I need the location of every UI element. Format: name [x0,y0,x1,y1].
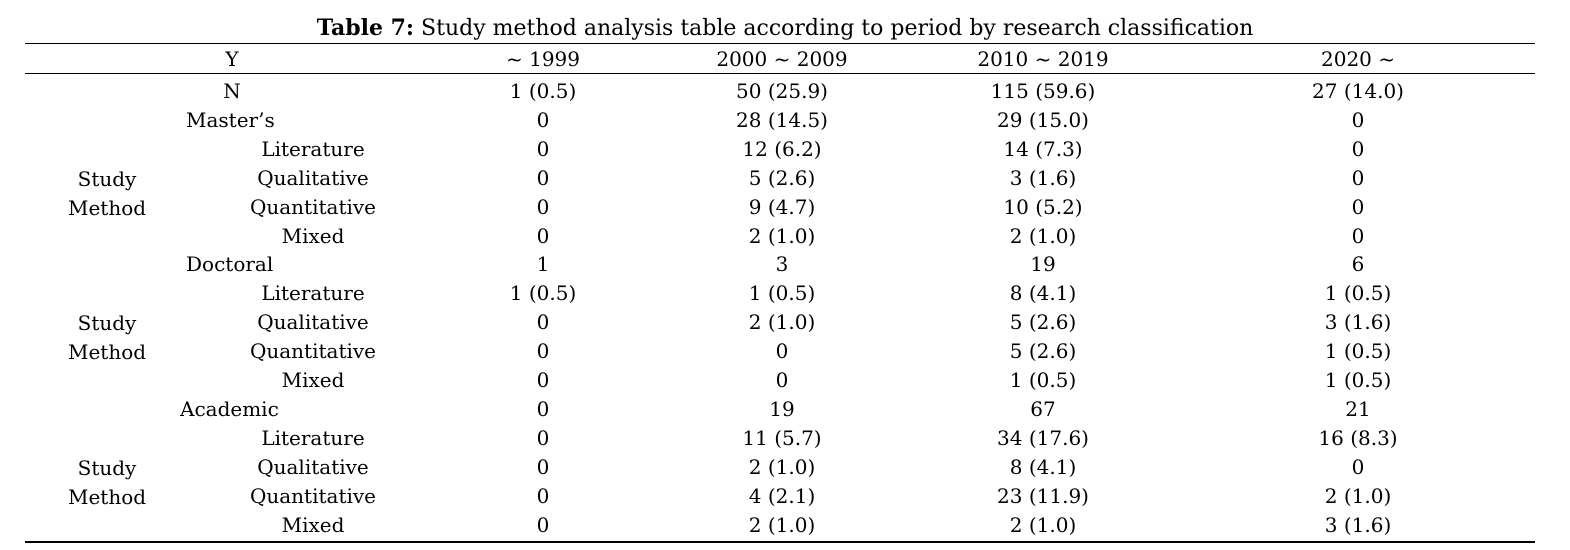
table-cell: 1 (0.5) [748,281,816,306]
table-cell: 8 (4.1) [1009,281,1077,306]
table-cell: 1 (0.5) [509,79,577,103]
table-cell: 5 (2.6) [748,165,816,190]
table-cell: 28 (14.5) [736,107,828,132]
table-cell: 0 [536,425,550,450]
table-cell: 0 [536,107,550,132]
row-label: Mixed [281,368,345,392]
header-period: 2020 ~ [1320,47,1396,71]
table-cell: 5 (2.6) [1009,310,1077,335]
row-label: Qualitative [257,165,369,190]
table-cell: 0 [536,223,550,248]
table-cell: 6 [1351,252,1365,277]
table-cell: 2 (1.0) [748,310,816,335]
table-cell: 0 [1351,136,1365,161]
table-cell: 3 [775,252,789,277]
table-cell: 10 (5.2) [1003,194,1083,219]
row-label: Literature [261,425,365,450]
table-cell: 2 (1.0) [748,223,816,248]
table-cell: 19 [1030,252,1056,277]
bottom-rule [25,541,1535,543]
table-cell: 1 [536,252,550,277]
table-cell: 0 [536,512,550,537]
row-label: Doctoral [186,252,274,277]
table-cell: 14 (7.3) [1003,136,1083,161]
row-label: Literature [261,281,365,306]
table-cell: 0 [775,368,789,392]
table-cell: 23 (11.9) [997,483,1089,508]
header-rule [25,73,1535,74]
table-cell: 8 (4.1) [1009,454,1077,479]
table-cell: 2 (1.0) [1324,483,1392,508]
table-cell: 5 (2.6) [1009,339,1077,364]
table-cell: 19 [769,396,795,421]
table-cell: 0 [536,136,550,161]
row-label: Quantitative [249,483,377,508]
study-method-label: Study Method [67,167,147,220]
table-cell: 2 (1.0) [748,512,816,537]
table-caption-label: Table 7: [316,15,415,41]
table-cell: 0 [536,165,550,190]
table-cell: 0 [1351,194,1365,219]
table-cell: 50 (25.9) [736,79,828,103]
header-y: Y [225,47,239,71]
table-cell: 0 [536,194,550,219]
study-method-label: Study Method [67,456,147,509]
table-cell: 34 (17.6) [997,425,1089,450]
table-cell: 0 [536,368,550,392]
row-label: Master’s [186,107,275,132]
table-cell: 2 (1.0) [1009,223,1077,248]
table-cell: 16 (8.3) [1318,425,1398,450]
table-cell: 27 (14.0) [1312,79,1404,103]
table-cell: 0 [775,339,789,364]
table-cell: 0 [1351,165,1365,190]
row-label: Qualitative [257,310,369,335]
table-cell: 12 (6.2) [742,136,822,161]
row-label: Academic [180,396,279,421]
table-cell: 67 [1030,396,1056,421]
header-period: ~ 1999 [505,47,581,71]
table-cell: 1 (0.5) [1009,368,1077,392]
table-cell: 4 (2.1) [748,483,816,508]
table-cell: 3 (1.6) [1324,310,1392,335]
row-label: Quantitative [249,339,377,364]
table-cell: 29 (15.0) [997,107,1089,132]
table-cell: 0 [536,339,550,364]
table-cell: 0 [536,310,550,335]
row-label: Quantitative [249,194,377,219]
table-cell: 9 (4.7) [748,194,816,219]
row-label: Qualitative [257,454,369,479]
table-cell: 3 (1.6) [1009,165,1077,190]
table-cell: 3 (1.6) [1324,512,1392,537]
table-caption-text: Study method analysis table according to… [414,16,1254,41]
table-cell: 1 (0.5) [509,281,577,306]
table-cell: 21 [1345,396,1371,421]
table-cell: 2 (1.0) [1009,512,1077,537]
table-cell: 0 [536,454,550,479]
row-label: Mixed [281,223,345,248]
table-cell: 115 (59.6) [990,79,1096,103]
row-label: Literature [261,136,365,161]
table-caption: Table 7: Study method analysis table acc… [0,14,1570,43]
table-cell: 1 (0.5) [1324,339,1392,364]
table-cell: 2 (1.0) [748,454,816,479]
table-cell: 0 [1351,223,1365,248]
row-label: Mixed [281,512,345,537]
table-cell: 1 (0.5) [1324,281,1392,306]
study-method-label: Study Method [67,311,147,364]
table-cell: 0 [536,396,550,421]
table-cell: 1 (0.5) [1324,368,1392,392]
table-cell: 0 [536,483,550,508]
table-cell: 0 [1351,107,1365,132]
table-cell: 11 (5.7) [742,425,822,450]
row-label: N [223,79,241,103]
header-period: 2010 ~ 2019 [977,47,1109,71]
top-rule [25,43,1535,44]
table-cell: 0 [1351,454,1365,479]
header-period: 2000 ~ 2009 [716,47,848,71]
